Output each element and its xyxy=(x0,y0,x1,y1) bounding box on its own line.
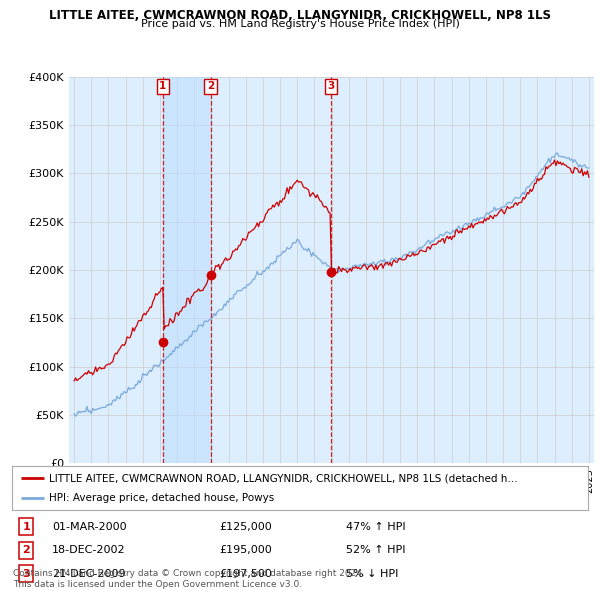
Text: 1: 1 xyxy=(159,81,166,91)
Text: 52% ↑ HPI: 52% ↑ HPI xyxy=(346,545,406,555)
Text: £197,500: £197,500 xyxy=(220,569,272,579)
Text: LITTLE AITEE, CWMCRAWNON ROAD, LLANGYNIDR, CRICKHOWELL, NP8 1LS: LITTLE AITEE, CWMCRAWNON ROAD, LLANGYNID… xyxy=(49,9,551,22)
Text: 2: 2 xyxy=(207,81,214,91)
Text: 01-MAR-2000: 01-MAR-2000 xyxy=(52,522,127,532)
Text: 1: 1 xyxy=(22,522,30,532)
Text: HPI: Average price, detached house, Powys: HPI: Average price, detached house, Powy… xyxy=(49,493,275,503)
Text: 21-DEC-2009: 21-DEC-2009 xyxy=(52,569,126,579)
Text: 2: 2 xyxy=(22,545,30,555)
Text: 18-DEC-2002: 18-DEC-2002 xyxy=(52,545,126,555)
Text: 47% ↑ HPI: 47% ↑ HPI xyxy=(346,522,406,532)
Text: £195,000: £195,000 xyxy=(220,545,272,555)
Text: 3: 3 xyxy=(328,81,335,91)
Text: 3: 3 xyxy=(22,569,30,579)
Text: Contains HM Land Registry data © Crown copyright and database right 2024.
This d: Contains HM Land Registry data © Crown c… xyxy=(13,569,365,589)
Text: 5% ↓ HPI: 5% ↓ HPI xyxy=(346,569,398,579)
Text: £125,000: £125,000 xyxy=(220,522,272,532)
Text: LITTLE AITEE, CWMCRAWNON ROAD, LLANGYNIDR, CRICKHOWELL, NP8 1LS (detached h…: LITTLE AITEE, CWMCRAWNON ROAD, LLANGYNID… xyxy=(49,473,518,483)
Text: Price paid vs. HM Land Registry's House Price Index (HPI): Price paid vs. HM Land Registry's House … xyxy=(140,19,460,29)
Bar xyxy=(163,77,211,463)
